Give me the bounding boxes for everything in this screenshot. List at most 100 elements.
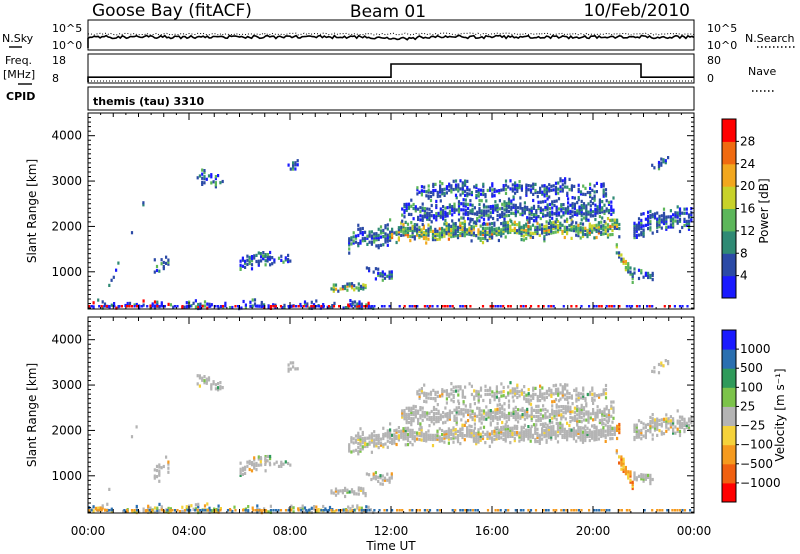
echo-cell — [595, 394, 598, 398]
echo-cell — [461, 509, 464, 512]
echo-cell — [147, 504, 150, 508]
echo-cell — [516, 183, 519, 187]
echo-cell — [519, 416, 522, 420]
echo-cell — [543, 428, 546, 433]
noise-left-tick-top: 10^5 — [52, 22, 82, 35]
echo-cell — [631, 486, 634, 491]
echo-cell — [464, 420, 467, 424]
echo-cell — [518, 231, 521, 235]
echo-cell — [267, 306, 270, 310]
echo-cell — [462, 208, 465, 212]
echo-cell — [544, 205, 547, 210]
echo-cell — [185, 301, 188, 305]
echo-cell — [482, 409, 486, 413]
echo-cell — [460, 208, 463, 212]
echo-cell — [563, 219, 566, 223]
echo-cell — [624, 261, 627, 266]
echo-cell — [432, 405, 436, 410]
echo-cell — [289, 167, 292, 171]
echo-cell — [337, 489, 340, 493]
echo-cell — [370, 450, 373, 454]
echo-cell — [536, 427, 539, 431]
echo-cell — [469, 209, 472, 213]
echo-cell — [437, 417, 440, 422]
echo-cell — [587, 416, 590, 420]
colorbar-segment — [722, 230, 736, 254]
echo-cell — [495, 395, 498, 399]
echo-cell — [353, 490, 356, 494]
echo-cell — [205, 377, 208, 381]
echo-cell — [417, 207, 420, 211]
echo-cell — [681, 211, 684, 215]
echo-cell — [573, 406, 576, 410]
echo-cell — [428, 211, 431, 215]
echo-cell — [606, 421, 610, 425]
echo-cell — [370, 436, 373, 440]
echo-cell — [651, 273, 654, 278]
echo-cell — [624, 468, 627, 472]
echo-cell — [586, 430, 589, 434]
echo-cell — [555, 421, 558, 425]
echo-cell — [594, 411, 597, 415]
echo-cell — [570, 224, 573, 228]
echo-cell — [506, 424, 510, 428]
echo-cell — [264, 456, 267, 460]
echo-cell — [504, 423, 507, 427]
echo-cell — [138, 305, 141, 308]
echo-cell — [513, 226, 516, 230]
echo-cell — [406, 436, 410, 441]
echo-cell — [539, 390, 542, 394]
echo-cell — [404, 443, 407, 447]
echo-cell — [262, 251, 265, 255]
echo-cell — [422, 224, 425, 228]
echo-cell — [365, 505, 368, 509]
echo-cell — [485, 413, 488, 417]
echo-cell — [687, 425, 691, 429]
echo-cell — [478, 219, 481, 223]
echo-cell — [452, 224, 455, 228]
echo-cell — [442, 205, 445, 209]
echo-cell — [585, 212, 588, 216]
echo-cell — [331, 510, 334, 514]
echo-cell — [447, 233, 450, 237]
echo-cell — [491, 236, 494, 240]
echo-cell — [435, 216, 438, 220]
echo-cell — [498, 409, 501, 413]
echo-cell — [604, 231, 607, 235]
echo-cell — [434, 231, 437, 236]
echo-cell — [545, 389, 548, 393]
echo-cell — [342, 306, 345, 310]
echo-cell — [149, 506, 152, 510]
echo-cell — [352, 437, 355, 441]
echo-cell — [432, 418, 436, 422]
echo-cell — [509, 228, 512, 232]
echo-cell — [633, 477, 636, 481]
echo-cell — [607, 417, 611, 421]
echo-cell — [377, 439, 380, 444]
echo-cell — [303, 302, 307, 306]
echo-cell — [500, 428, 503, 432]
echo-cell — [479, 394, 483, 398]
echo-cell — [443, 230, 446, 234]
echo-cell — [642, 426, 645, 430]
echo-cell — [423, 189, 426, 193]
echo-cell — [467, 217, 470, 221]
echo-cell — [277, 509, 280, 512]
echo-cell — [425, 396, 428, 400]
echo-cell — [551, 216, 554, 220]
echo-cell — [428, 213, 431, 218]
echo-cell — [469, 219, 472, 223]
echo-cell — [410, 406, 413, 410]
echo-cell — [656, 427, 659, 431]
echo-cell — [662, 364, 665, 368]
echo-cell — [547, 427, 550, 432]
echo-cell — [525, 432, 528, 436]
echo-cell — [445, 436, 448, 440]
echo-cell — [598, 208, 601, 212]
echo-cell — [618, 305, 621, 308]
echo-cell — [503, 202, 506, 206]
echo-cell — [271, 256, 274, 260]
echo-cell — [642, 234, 645, 238]
echo-cell — [559, 179, 562, 183]
echo-cell — [550, 433, 553, 437]
